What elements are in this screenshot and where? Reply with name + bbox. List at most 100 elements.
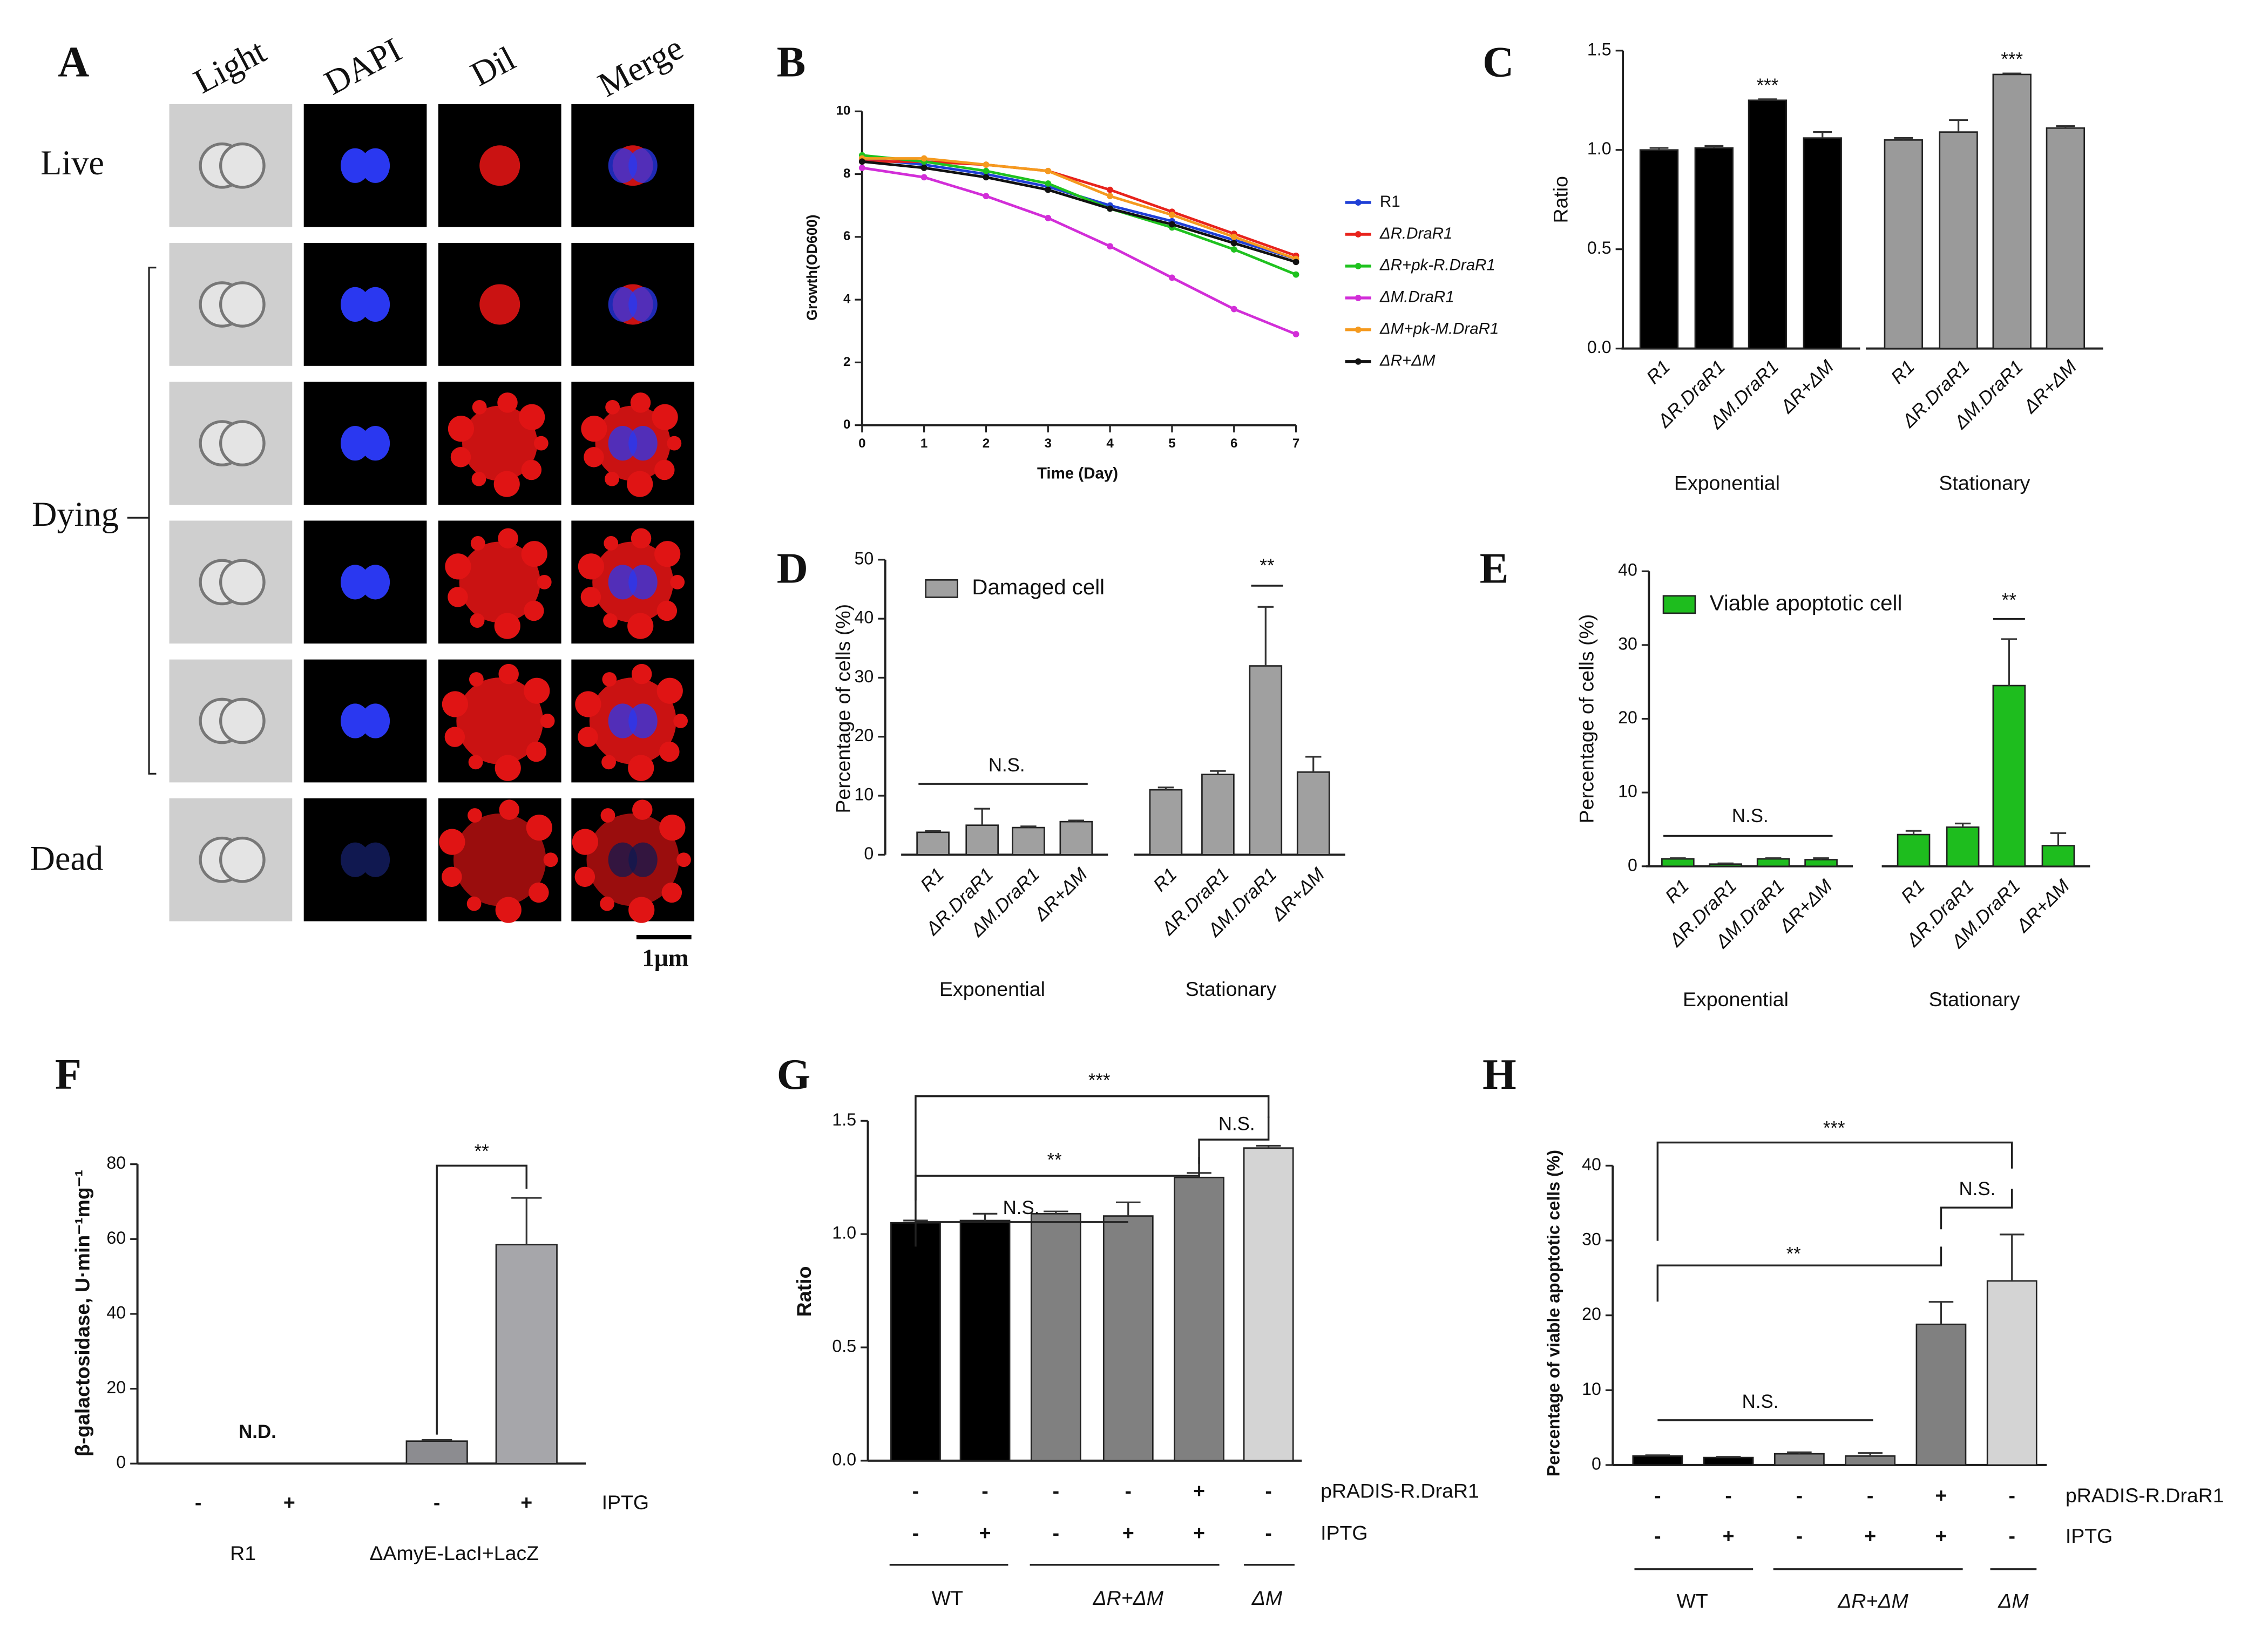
nucleus-stain	[628, 148, 658, 183]
significance-label: N.D.	[239, 1421, 276, 1442]
membrane-blob	[543, 852, 558, 867]
condition-label: pRADIS-R.DraR1	[1321, 1480, 1479, 1502]
condition-sign: -	[2008, 1484, 2015, 1507]
significance-label: ***	[1823, 1118, 1845, 1139]
bar	[2041, 845, 2075, 867]
data-point	[1045, 167, 1052, 174]
x-tick-label: 6	[1230, 436, 1237, 451]
membrane-blob	[605, 471, 619, 486]
membrane-blob	[470, 613, 485, 628]
membrane-blob	[445, 553, 471, 580]
membrane-blob	[659, 741, 680, 762]
membrane-blob	[601, 755, 616, 770]
x-tick-label: 5	[1168, 436, 1175, 451]
bar	[1897, 833, 1931, 867]
bar	[1012, 826, 1045, 856]
condition-sign: +	[1935, 1524, 1947, 1547]
bar	[959, 1219, 1011, 1462]
condition-sign: -	[1796, 1484, 1803, 1507]
membrane-blob	[526, 815, 552, 841]
series-line	[862, 157, 1297, 260]
significance-label: **	[2002, 590, 2016, 611]
membrane-stain	[453, 814, 546, 906]
nucleus-stain	[341, 148, 370, 183]
bar	[1243, 1147, 1294, 1462]
membrane-blob	[578, 727, 598, 747]
y-tick-label: 6	[843, 229, 850, 243]
panel-letter: B	[777, 38, 806, 86]
y-tick-label: 30	[855, 667, 874, 686]
bar	[1915, 1323, 1967, 1466]
significance-label: N.S.	[1218, 1114, 1255, 1135]
membrane-blob	[537, 574, 552, 589]
condition-sign: -	[1053, 1480, 1060, 1502]
membrane-blob	[667, 436, 682, 451]
membrane-blob	[495, 897, 522, 923]
significance-bracket	[1656, 1246, 1942, 1302]
nucleus-stain	[341, 565, 370, 600]
significance-bracket	[1198, 1116, 1270, 1164]
membrane-blob	[469, 672, 484, 687]
membrane-blob	[444, 727, 465, 747]
condition-sign: +	[979, 1521, 991, 1544]
error-bar	[1649, 147, 1669, 150]
nucleus-stain	[341, 287, 370, 322]
legend-marker	[1355, 263, 1362, 269]
bar	[495, 1244, 558, 1465]
nucleus-stain	[628, 565, 658, 600]
membrane-blob	[526, 741, 547, 762]
bar	[1884, 139, 1923, 350]
membrane-blob	[450, 447, 471, 467]
membrane-blob	[466, 896, 482, 911]
significance-label: N.S.	[1959, 1178, 1996, 1199]
membrane-blob	[572, 829, 598, 855]
condition-sign: -	[912, 1480, 919, 1502]
data-point	[1107, 243, 1113, 250]
y-tick-label: 0	[843, 417, 850, 432]
bar	[1804, 859, 1838, 867]
data-point	[983, 193, 990, 200]
y-tick-label: 40	[1582, 1155, 1601, 1174]
bar	[2046, 127, 2086, 350]
error-bar	[1257, 606, 1274, 666]
nucleus-stain	[628, 287, 658, 322]
nucleus-stain	[361, 842, 390, 877]
data-point	[1107, 193, 1113, 200]
y-tick-label: 1.0	[832, 1223, 856, 1243]
membrane-blob	[495, 755, 521, 781]
bar	[1632, 1455, 1683, 1466]
y-axis-label: Ratio	[793, 1266, 815, 1317]
y-tick-label: 8	[843, 166, 850, 181]
cell-outline	[219, 420, 266, 467]
legend-swatch	[1662, 595, 1696, 614]
membrane-blob	[472, 399, 487, 415]
membrane-blob	[604, 536, 619, 551]
data-point	[920, 174, 927, 181]
nucleus-stain	[608, 148, 638, 183]
significance-bracket	[1656, 1141, 2013, 1241]
nucleus-stain	[361, 565, 390, 600]
x-tick-label: 7	[1292, 436, 1299, 451]
y-axis-label: Ratio	[1549, 176, 1572, 223]
data-point	[1230, 233, 1237, 240]
y-tick-label: 60	[106, 1228, 126, 1248]
y-tick-label: 1.5	[1587, 39, 1612, 59]
error-bar	[1044, 1210, 1068, 1214]
condition-sign: -	[912, 1521, 919, 1544]
nucleus-stain	[361, 425, 390, 461]
nucleus-stain	[628, 842, 658, 877]
bar	[1201, 774, 1235, 856]
membrane-blob	[497, 392, 518, 413]
y-tick-label: 80	[106, 1153, 126, 1172]
group-label: WT	[932, 1587, 963, 1609]
series-line	[862, 160, 1297, 263]
membrane-blob	[631, 528, 652, 549]
y-axis-label: β-galactosidase, U·min⁻¹mg⁻¹	[71, 1170, 93, 1456]
condition-sign: -	[1796, 1524, 1803, 1547]
error-bar	[1905, 830, 1922, 835]
membrane-blob	[656, 600, 678, 621]
membrane-blob	[673, 714, 688, 728]
membrane-blob	[498, 528, 518, 549]
x-tick-label: 4	[1106, 436, 1114, 451]
